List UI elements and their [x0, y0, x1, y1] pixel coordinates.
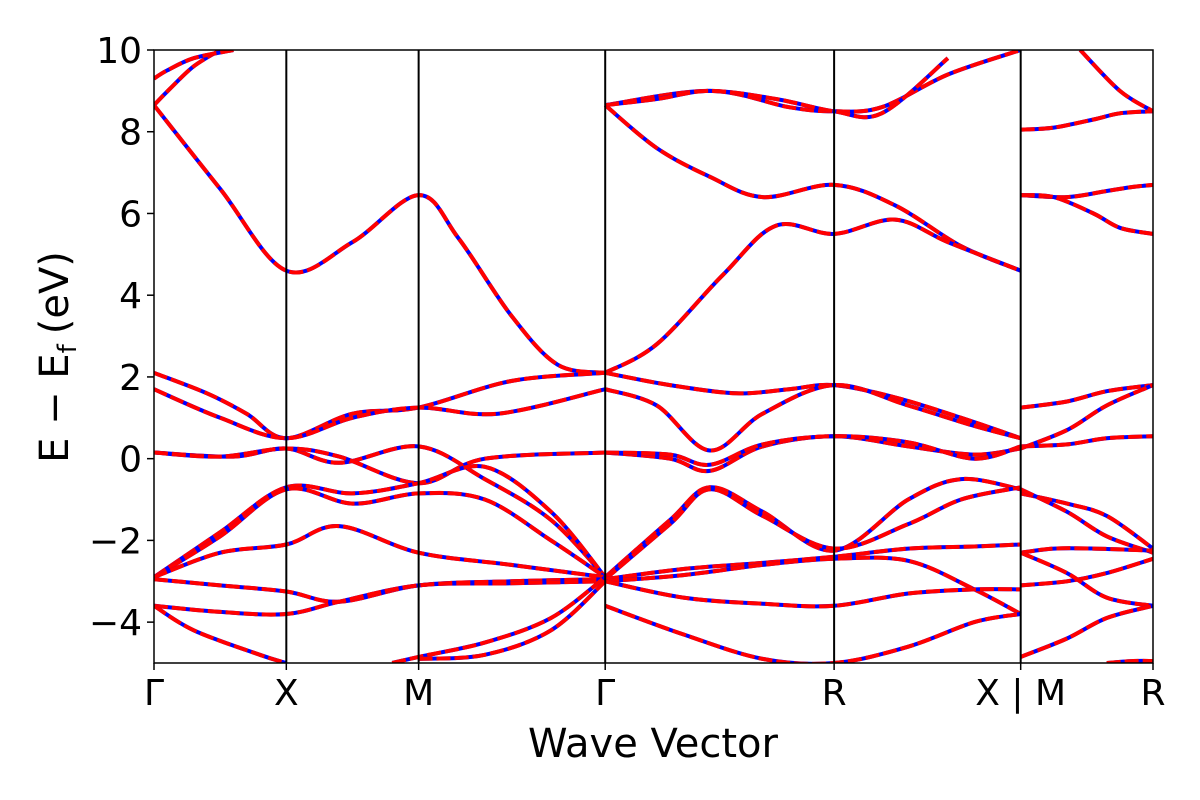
band-lines	[154, 50, 1153, 663]
x-tick-label-0: Γ	[144, 673, 164, 714]
band-line-red-17	[604, 56, 950, 120]
band-line-red-37	[1020, 546, 1153, 555]
y-axis-title-unit: (eV)	[32, 251, 78, 334]
band-line-blue-28	[604, 603, 1022, 663]
y-tick-label-3: 2	[119, 358, 142, 399]
y-tick-label-5: 6	[119, 194, 142, 235]
band-line-red-34	[1019, 383, 1153, 451]
band-line-red-28	[604, 603, 1022, 663]
band-line-red-40	[1019, 603, 1153, 659]
x-tick-label-4: R	[822, 673, 847, 714]
band-line-red-2	[154, 103, 606, 375]
band-line-red-1	[154, 50, 234, 81]
band-line-red-35	[1020, 491, 1153, 551]
band-line-red-14	[418, 579, 607, 661]
band-line-red-9	[154, 524, 606, 580]
band-line-blue-31	[1020, 193, 1153, 236]
band-line-red-18	[604, 217, 1022, 375]
band-line-red-16	[604, 50, 1022, 114]
band-line-red-8	[154, 486, 607, 579]
band-line-red-12	[154, 604, 287, 663]
band-line-blue-24	[603, 485, 1022, 581]
band-line-red-7	[154, 463, 607, 579]
band-line-red-27	[604, 579, 1021, 609]
band-line-blue-37	[1020, 546, 1153, 555]
band-line-red-26	[605, 555, 1022, 616]
band-line-red-19	[604, 370, 1022, 441]
y-tick-label-2: 0	[119, 440, 142, 481]
band-line-red-38	[1020, 556, 1153, 588]
x-tick-label-3: Γ	[595, 673, 615, 714]
band-line-blue-16	[604, 50, 1022, 114]
band-line-blue-22	[605, 434, 1022, 467]
x-tick-label-6: R	[1140, 673, 1165, 714]
band-line-red-22	[605, 434, 1022, 467]
band-line-blue-35	[1020, 491, 1153, 551]
band-line-blue-7	[154, 463, 607, 579]
band-line-red-32	[1020, 383, 1153, 410]
y-tick-label-6: 8	[119, 113, 142, 154]
y-axis-title-main: E − E	[32, 353, 78, 463]
band-line-red-39	[1019, 550, 1153, 608]
x-axis-title: Wave Vector	[528, 721, 779, 767]
band-line-red-42	[1078, 50, 1153, 114]
y-tick-label-7: 10	[96, 31, 142, 72]
plot-frame	[153, 49, 1154, 664]
band-line-red-25	[604, 542, 1021, 582]
y-tick-label-1: −2	[89, 521, 142, 562]
x-axis-ticks: Γ X M Γ R X | M R	[144, 663, 1166, 714]
y-axis-title: E − Ef (eV)	[32, 251, 83, 463]
band-line-red-31	[1020, 193, 1153, 236]
band-line-blue-17	[604, 56, 950, 120]
x-tick-label-1: X	[274, 673, 299, 714]
band-line-blue-2	[154, 103, 606, 375]
band-line-red-3	[154, 370, 606, 441]
y-axis-ticks: −4 −2 0 2 4 6 8 10	[89, 31, 154, 644]
band-line-red-29	[1020, 109, 1153, 132]
y-axis-title-subscript: f	[53, 343, 83, 353]
band-line-red-24	[603, 485, 1022, 581]
band-line-blue-19	[604, 370, 1022, 441]
band-line-red-4	[154, 387, 606, 441]
band-line-red-5	[154, 444, 607, 579]
y-tick-label-0: −4	[89, 603, 142, 644]
band-line-red-20	[604, 383, 1022, 453]
band-line-red-15	[603, 103, 1022, 273]
y-tick-label-4: 4	[119, 276, 142, 317]
band-line-red-33	[1020, 434, 1153, 449]
band-line-red-6	[154, 446, 606, 486]
kpoint-lines	[285, 50, 1022, 663]
x-tick-label-2: M	[403, 673, 434, 714]
band-line-red-13	[391, 575, 607, 663]
band-line-red-0	[154, 50, 222, 107]
band-line-red-36	[1019, 487, 1153, 555]
x-tick-label-5: X | M	[975, 673, 1066, 714]
band-line-red-11	[154, 579, 606, 617]
band-line-blue-42	[1078, 50, 1153, 114]
